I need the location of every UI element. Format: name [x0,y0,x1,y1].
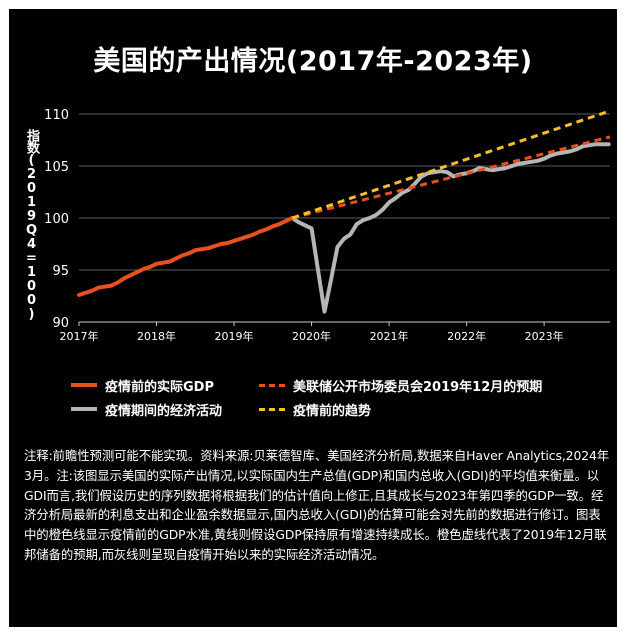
x-tick-label: 2021年 [370,329,409,343]
y-tick-label: 95 [52,264,69,279]
legend-item-fomc-forecast: 美联储公开市场委员会2019年12月的预期 [259,375,542,395]
chart-legend: 疫情前的实际GDP 美联储公开市场委员会2019年12月的预期 疫情期间的经济活… [71,375,611,421]
legend-swatch-yellow-dashed [259,407,285,411]
legend-item-pre-pandemic-trend: 疫情前的趋势 [259,399,371,419]
legend-item-pandemic-activity: 疫情期间的经济活动 [71,399,222,419]
legend-swatch-grey-solid [71,407,97,411]
y-tick-label: 90 [52,316,69,331]
legend-swatch-orange-dashed [259,383,285,387]
x-tick-label: 2019年 [215,329,254,343]
y-tick-label: 105 [44,160,69,175]
legend-label: 美联储公开市场委员会2019年12月的预期 [293,379,543,395]
chart-card: 美国的产出情况(2017年-2023年) 指数(2019Q4=100) 90 95… [9,9,617,627]
x-tick-label: 2020年 [292,329,331,343]
x-tick-label: 2022年 [447,329,486,343]
series-line-fomc-forecast [291,135,611,220]
legend-label: 疫情前的趋势 [293,403,372,419]
y-axis-label: 指数(2019Q4=100) [24,129,39,321]
x-tick-label: 2018年 [137,329,176,343]
y-tick-label: 110 [44,108,69,123]
x-tick-label: 2017年 [60,329,99,343]
legend-item-pre-pandemic-gdp: 疫情前的实际GDP [71,375,214,395]
line-chart: 90 95 100 105 110 2017年 2018年 2019年 2020年 2021年 20… [44,108,611,343]
legend-label: 疫情期间的经济活动 [105,403,223,419]
chart-footnote: 注释:前瞻性预测可能不能实现。资料来源:贝莱德智库、美国经济分析局,数据来自Ha… [24,448,610,562]
legend-swatch-orange-solid [71,383,97,387]
legend-label: 疫情前的实际GDP [105,379,214,395]
chart-title: 美国的产出情况(2017年-2023年) [93,46,533,77]
series-line-pandemic-activity [290,142,611,314]
x-tick-label: 2023年 [525,329,564,343]
y-tick-label: 100 [44,212,69,227]
series-line-pre-pandemic-gdp [77,216,295,297]
series-line-pre-pandemic-trend [291,109,611,220]
